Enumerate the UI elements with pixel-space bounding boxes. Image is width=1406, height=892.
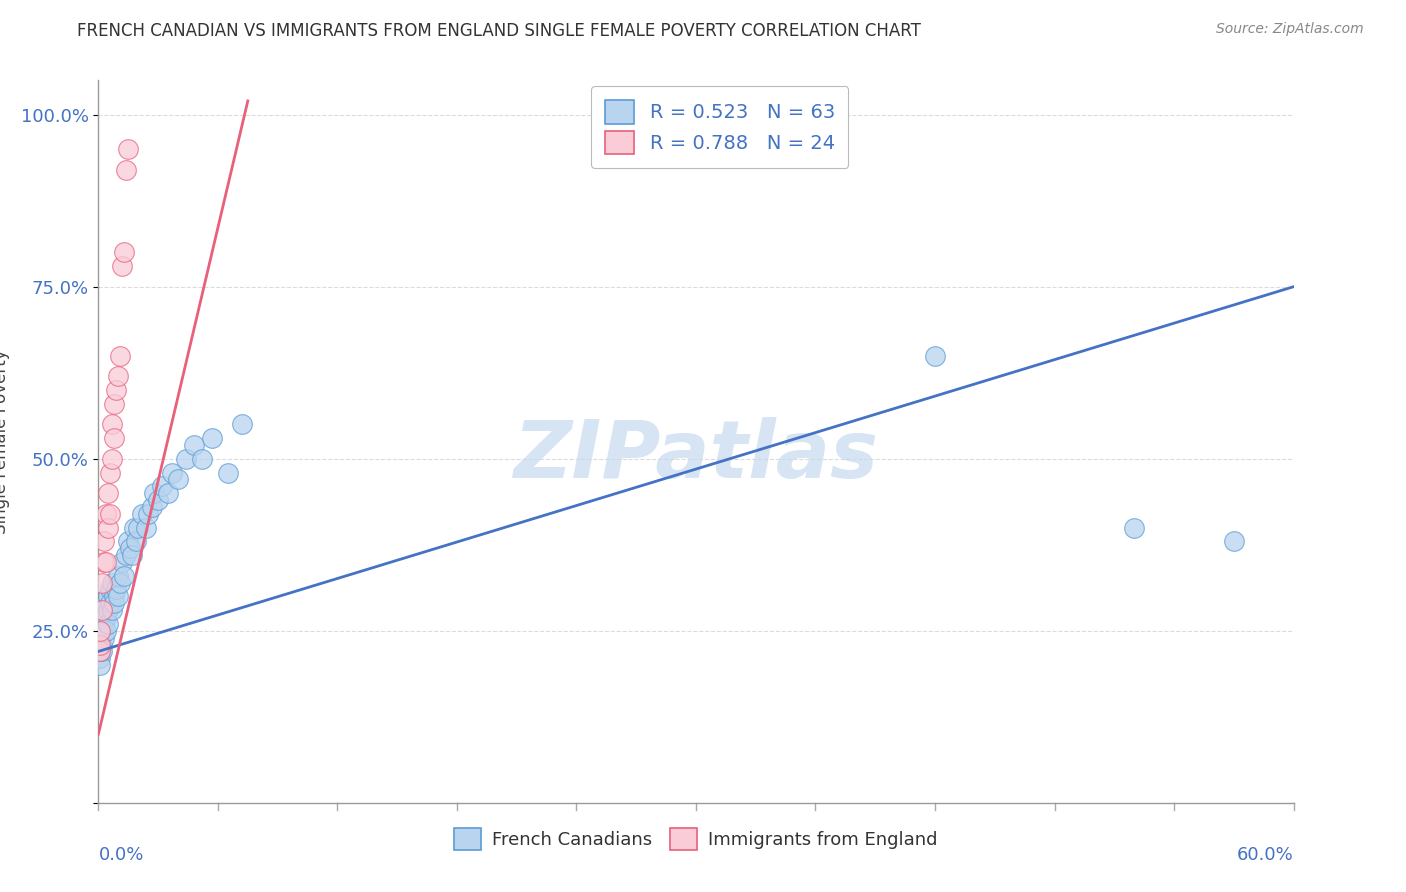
Point xyxy=(160,466,183,480)
Y-axis label: Single Female Poverty: Single Female Poverty xyxy=(0,350,10,533)
Point xyxy=(141,500,163,514)
Point xyxy=(191,451,214,466)
Point xyxy=(89,624,111,638)
Point xyxy=(89,624,111,638)
Point xyxy=(93,616,115,631)
Point xyxy=(91,624,114,638)
Text: 0.0%: 0.0% xyxy=(98,847,143,864)
Point xyxy=(89,638,111,652)
Text: FRENCH CANADIAN VS IMMIGRANTS FROM ENGLAND SINGLE FEMALE POVERTY CORRELATION CHA: FRENCH CANADIAN VS IMMIGRANTS FROM ENGLA… xyxy=(77,22,921,40)
Point xyxy=(231,417,253,432)
Point xyxy=(117,534,139,549)
Point xyxy=(89,644,111,658)
Point xyxy=(167,472,190,486)
Point xyxy=(183,438,205,452)
Point xyxy=(115,548,138,562)
Point xyxy=(101,417,124,432)
Point xyxy=(150,479,173,493)
Point xyxy=(98,466,122,480)
Point xyxy=(112,245,135,260)
Text: ZIPatlas: ZIPatlas xyxy=(513,417,879,495)
Point xyxy=(98,507,122,521)
Point xyxy=(115,162,138,177)
Point xyxy=(97,603,120,617)
Point xyxy=(124,520,146,534)
Point xyxy=(112,568,135,582)
Point xyxy=(96,555,118,569)
Point xyxy=(89,616,111,631)
Point xyxy=(103,596,125,610)
Point xyxy=(96,507,118,521)
Point xyxy=(127,520,149,534)
Point xyxy=(105,582,128,597)
Point xyxy=(93,555,115,569)
Point xyxy=(96,624,118,638)
Point xyxy=(107,369,129,384)
Point xyxy=(101,575,124,590)
Point xyxy=(91,603,114,617)
Point xyxy=(125,534,148,549)
Point xyxy=(91,603,114,617)
Point xyxy=(89,631,111,645)
Point xyxy=(89,651,111,665)
Text: Source: ZipAtlas.com: Source: ZipAtlas.com xyxy=(1216,22,1364,37)
Point xyxy=(97,616,120,631)
Text: 60.0%: 60.0% xyxy=(1237,847,1294,864)
Point xyxy=(136,507,159,521)
Point xyxy=(93,534,115,549)
Legend: French Canadians, Immigrants from England: French Canadians, Immigrants from Englan… xyxy=(446,819,946,859)
Point xyxy=(143,486,166,500)
Point xyxy=(217,466,239,480)
Point xyxy=(96,596,118,610)
Point xyxy=(89,610,111,624)
Point xyxy=(110,575,132,590)
Point xyxy=(201,431,224,445)
Point xyxy=(1123,520,1146,534)
Point xyxy=(89,638,111,652)
Point xyxy=(93,610,115,624)
Point xyxy=(96,610,118,624)
Point xyxy=(111,555,134,569)
Point xyxy=(131,507,153,521)
Point xyxy=(101,603,124,617)
Point xyxy=(101,451,124,466)
Point xyxy=(148,493,170,508)
Point xyxy=(93,631,115,645)
Point xyxy=(135,520,157,534)
Point xyxy=(89,658,111,673)
Point xyxy=(157,486,180,500)
Point xyxy=(97,590,120,604)
Point xyxy=(121,548,143,562)
Point xyxy=(120,541,142,556)
Point xyxy=(174,451,197,466)
Point xyxy=(107,568,129,582)
Point xyxy=(98,582,122,597)
Point xyxy=(91,575,114,590)
Point xyxy=(117,142,139,156)
Point xyxy=(97,520,120,534)
Point xyxy=(105,383,128,397)
Point xyxy=(91,616,114,631)
Point xyxy=(91,644,114,658)
Point xyxy=(89,603,111,617)
Point xyxy=(89,638,111,652)
Point xyxy=(103,397,125,411)
Point xyxy=(111,259,134,273)
Point xyxy=(103,431,125,445)
Point xyxy=(107,590,129,604)
Point xyxy=(110,349,132,363)
Point xyxy=(103,590,125,604)
Point xyxy=(924,349,946,363)
Point xyxy=(1223,534,1246,549)
Point xyxy=(93,603,115,617)
Point xyxy=(89,644,111,658)
Point xyxy=(91,638,114,652)
Point xyxy=(98,596,122,610)
Point xyxy=(97,486,120,500)
